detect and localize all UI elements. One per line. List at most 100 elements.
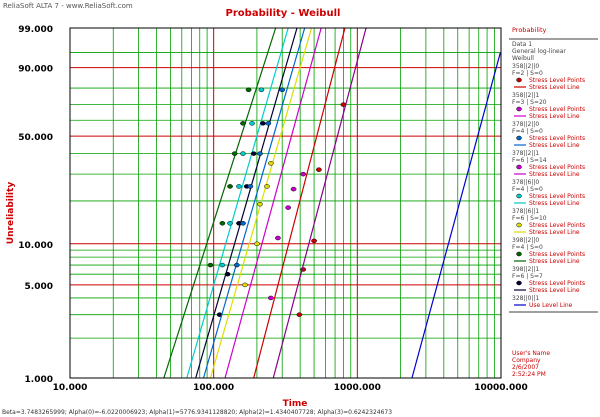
legend-line-label: Stress Level Line [529,200,580,207]
stress-level-point [257,201,263,207]
stress-level-line [186,27,289,379]
legend-group-header: 378||2||0 [512,121,539,128]
legend-group-fs: F=4 | S=0 [512,128,543,135]
legend-group-header: 398||2||0 [512,237,539,244]
tick-labels: 10.000 100.000 1000.000 10000.000 1.000 5.000… [18,25,528,393]
stress-level-line [195,27,298,379]
y-tick-label: 90.000 [18,65,53,75]
legend-point-marker [516,164,522,170]
legend-point-marker [516,193,522,199]
stress-level-point [285,205,292,210]
legend-point-marker [516,77,522,83]
stress-level-point [247,184,254,189]
stress-level-point [227,184,233,189]
legend-heading: Probability [512,26,547,34]
legend-group-header: 378||6||1 [512,208,539,215]
legend-group-header: 378||6||0 [512,179,539,186]
legend-user-line: 2:52:24 PM [512,371,546,378]
x-tick-label: 1000.000 [334,383,381,393]
legend-point-label: Stress Level Points [529,251,585,258]
stress-level-point [240,221,246,226]
stress-level-point [250,151,257,156]
legend-group-header: 358||2||0 [512,63,539,70]
x-axis-label: Time [283,399,308,409]
stress-level-point [240,151,246,156]
x-tick-label: 10.000 [53,383,88,393]
legend-group-header: 398||2||1 [512,266,539,273]
legend-group-fs: F=4 | S=0 [512,186,543,193]
stress-level-point [233,262,240,268]
stress-level-point [258,87,265,93]
stress-level-point [219,262,226,268]
y-tick-label: 10.000 [18,241,53,251]
legend-use-header: 328||0||1 [512,295,539,302]
legend-group-fs: F=6 | S=14 [512,157,547,164]
legend-point-marker [516,251,522,257]
stress-level-line [411,52,501,379]
legend-line-label: Stress Level Line [529,229,580,236]
legend-model-line: General log-linear [512,48,566,55]
stress-level-point [231,151,238,156]
stress-level-line [163,27,277,379]
legend-group-header: 378||2||1 [512,150,539,157]
stress-level-point [275,235,281,241]
legend-line-label: Stress Level Line [529,258,580,265]
legend-point-label: Stress Level Points [529,193,585,200]
stress-level-point [267,161,274,166]
stress-level-point [236,184,242,189]
stress-level-point [227,221,233,226]
stress-level-line [224,27,322,379]
stress-level-point [245,87,252,93]
stress-level-point [260,121,266,126]
legend-line-label: Stress Level Line [529,142,580,149]
y-axis-label: Unreliability [6,182,16,245]
stress-level-point [265,121,272,126]
stress-level-point [242,282,248,288]
legend-group-fs: F=6 | S=7 [512,273,543,280]
legend-point-marker [516,135,522,141]
legend-group-fs: F=2 | S=0 [512,70,543,77]
stress-level-point [224,271,231,277]
legend-point-label: Stress Level Points [529,77,585,84]
stress-level-point [316,167,322,172]
legend-point-marker [516,280,522,286]
legend-point-marker [516,222,522,228]
stress-level-point [279,87,286,93]
x-tick-label: 10000.000 [474,383,528,393]
legend-group-fs: F=6 | S=10 [512,215,547,222]
stress-level-point [267,295,274,301]
legend-group-header: 358||2||1 [512,92,539,99]
y-tick-label: 99.000 [18,25,53,35]
legend-data-title: Data 1 [512,41,532,48]
legend-point-label: Stress Level Points [529,135,585,142]
y-tick-label: 5.000 [25,282,53,292]
legend-group-fs: F=3 | S=20 [512,99,547,106]
stress-level-point [219,221,226,226]
stress-level-line [202,27,306,379]
legend-group-fs: F=4 | S=0 [512,244,543,251]
stress-level-point [254,241,260,247]
footer-params: Beta=3.7483265999; Alpha(0)=-6.022000692… [2,409,392,416]
stress-level-point [240,121,246,126]
stress-level-point [311,238,317,244]
stress-level-point [257,151,263,156]
x-tick-label: 100.000 [193,383,234,393]
legend-point-label: Stress Level Points [529,222,585,229]
series-layer [163,27,501,379]
stress-level-line [272,27,367,379]
legend-line-label: Stress Level Line [529,113,580,120]
legend-point-label: Stress Level Points [529,164,585,171]
legend-point-label: Stress Level Points [529,280,585,287]
y-tick-label: 50.000 [18,133,53,143]
legend-line-label: Stress Level Line [529,287,580,294]
legend-point-label: Stress Level Points [529,106,585,113]
legend-model-line: Weibull [512,55,534,62]
stress-level-point [264,184,270,189]
legend-line-label: Stress Level Line [529,171,580,178]
app-label: ReliaSoft ALTA 7 - www.ReliaSoft.com [3,2,133,10]
y-tick-label: 1.000 [25,375,53,385]
legend-point-marker [516,106,522,112]
stress-level-point [300,171,307,177]
